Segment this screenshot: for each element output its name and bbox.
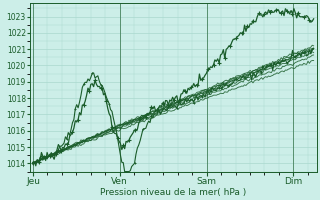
X-axis label: Pression niveau de la mer( hPa ): Pression niveau de la mer( hPa ): [100, 188, 246, 197]
